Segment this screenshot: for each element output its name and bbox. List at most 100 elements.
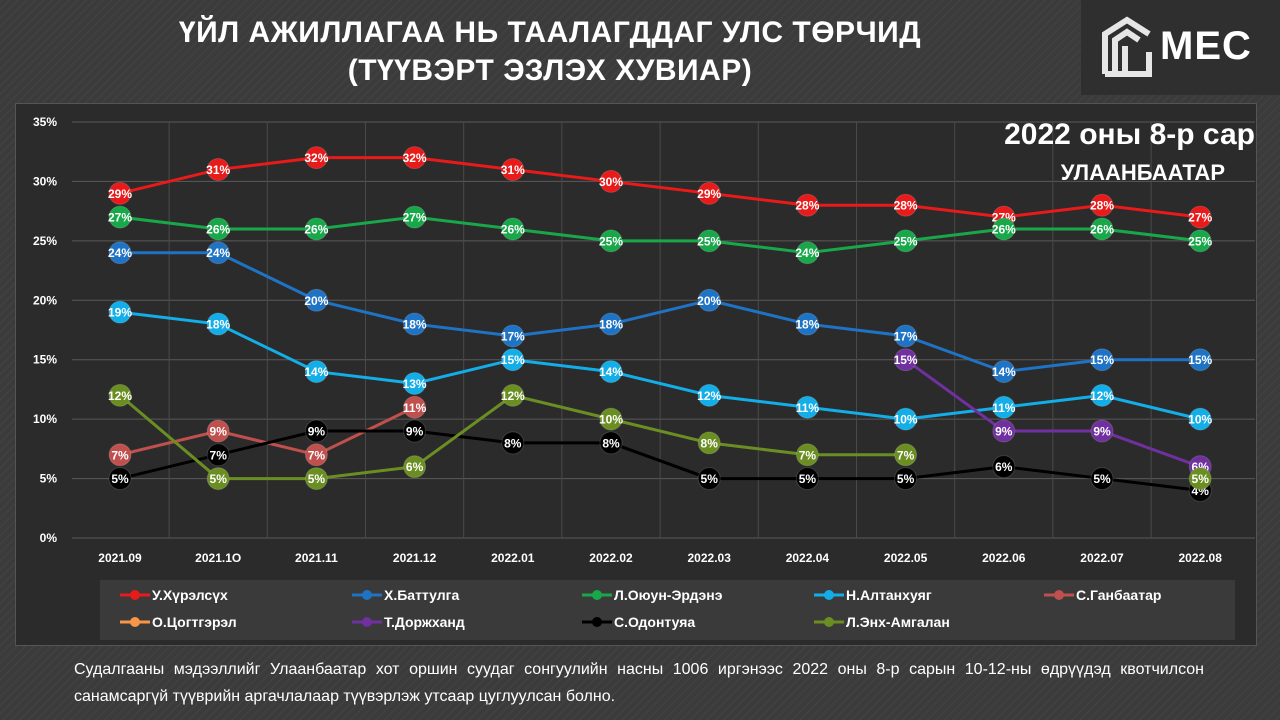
data-label: 20% (304, 294, 328, 308)
x-tick-label: 2021.1O (195, 551, 241, 565)
data-label: 5% (701, 472, 719, 486)
legend-label: Н.Алтанхуяг (846, 587, 932, 603)
legend-label: Х.Баттулга (384, 587, 460, 603)
data-point (206, 241, 230, 265)
data-label: 31% (206, 163, 230, 177)
data-point (1090, 383, 1114, 407)
data-point (894, 229, 918, 253)
data-label: 9% (210, 425, 228, 439)
data-label: 26% (304, 222, 328, 236)
y-tick-label: 25% (33, 234, 57, 248)
data-point (795, 443, 819, 467)
data-label: 15% (894, 353, 918, 367)
data-point (1188, 205, 1212, 229)
series-line (904, 358, 1201, 469)
legend-swatch (120, 617, 150, 627)
x-tick-label: 2022.02 (589, 551, 633, 565)
data-label: 15% (1188, 353, 1212, 367)
data-point (894, 348, 918, 372)
data-point (304, 467, 328, 491)
data-label: 9% (308, 425, 326, 439)
legend-item: Т.Доржханд (352, 613, 465, 631)
data-label: 28% (1090, 199, 1114, 213)
data-label: 10% (599, 413, 623, 427)
data-point (599, 312, 623, 336)
data-point (108, 181, 132, 205)
data-label: 7% (210, 448, 228, 462)
legend-marker (130, 617, 140, 627)
data-label: 10% (1188, 413, 1212, 427)
data-point (501, 217, 525, 241)
legend-item: Л.Оюун-Эрдэнэ (582, 586, 722, 604)
data-label: 29% (108, 187, 132, 201)
legend-label: У.Хүрэлсүх (152, 587, 228, 603)
series-line (119, 215, 1201, 255)
legend-swatch (352, 617, 382, 627)
legend-item: С.Ганбаатар (1044, 586, 1161, 604)
data-point (894, 193, 918, 217)
data-point (1090, 419, 1114, 443)
y-tick-label: 30% (33, 174, 57, 188)
data-point (599, 169, 623, 193)
series-line (119, 429, 1201, 492)
data-label: 30% (599, 175, 623, 189)
series-line (119, 310, 1201, 421)
data-label: 18% (403, 318, 427, 332)
legend-marker (592, 617, 602, 627)
data-point (206, 419, 230, 443)
data-label: 26% (501, 222, 525, 236)
data-label: 15% (1090, 353, 1114, 367)
x-tick-label: 2022.01 (491, 551, 535, 565)
legend-item: О.Цогтгэрэл (120, 613, 237, 631)
data-point (894, 467, 918, 491)
data-point (795, 193, 819, 217)
data-label: 29% (697, 187, 721, 201)
data-label: 27% (1188, 211, 1212, 225)
data-point (403, 205, 427, 229)
legend-swatch (352, 590, 382, 600)
data-label: 18% (206, 318, 230, 332)
data-point (697, 288, 721, 312)
data-point (304, 217, 328, 241)
data-point (697, 467, 721, 491)
data-label: 11% (403, 401, 427, 415)
data-label: 25% (894, 234, 918, 248)
data-point (992, 360, 1016, 384)
title-line-1: ҮЙЛ АЖИЛЛАГАА НЬ ТААЛАГДДАГ УЛС ТӨРЧИД (178, 16, 922, 49)
data-label: 9% (406, 425, 424, 439)
data-point (697, 431, 721, 455)
data-point (1188, 229, 1212, 253)
data-label: 12% (108, 389, 132, 403)
chart-title: ҮЙЛ АЖИЛЛАГАА НЬ ТААЛАГДДАГ УЛС ТӨРЧИД (… (100, 14, 1000, 90)
data-point (403, 371, 427, 395)
logo-text: MEC (1160, 24, 1252, 68)
data-label: 5% (111, 472, 129, 486)
data-label: 8% (602, 436, 620, 450)
data-point (1188, 467, 1212, 491)
logo-mark-icon (1102, 16, 1152, 77)
data-point (1090, 467, 1114, 491)
x-tick-label: 2021.12 (393, 551, 437, 565)
data-point (304, 146, 328, 170)
data-point (795, 467, 819, 491)
data-label: 12% (697, 389, 721, 403)
data-label: 17% (894, 329, 918, 343)
data-point (501, 348, 525, 372)
data-label: 19% (108, 306, 132, 320)
chart-legend: У.Хүрэлсүх Х.Баттулга Л.Оюун-Эрдэнэ Н.Алтан… (100, 580, 1235, 640)
data-label: 14% (304, 365, 328, 379)
data-point (599, 229, 623, 253)
data-point (894, 407, 918, 431)
data-point (1188, 407, 1212, 431)
data-label: 32% (403, 151, 427, 165)
data-point (403, 419, 427, 443)
data-label: 10% (894, 413, 918, 427)
data-label: 11% (796, 401, 820, 415)
data-point (403, 146, 427, 170)
data-point (1188, 348, 1212, 372)
data-point (206, 312, 230, 336)
data-point (1090, 193, 1114, 217)
series-line (119, 156, 1201, 219)
footnote: Судалгааны мэдээллийг Улаанбаатар хот ор… (74, 661, 1204, 705)
